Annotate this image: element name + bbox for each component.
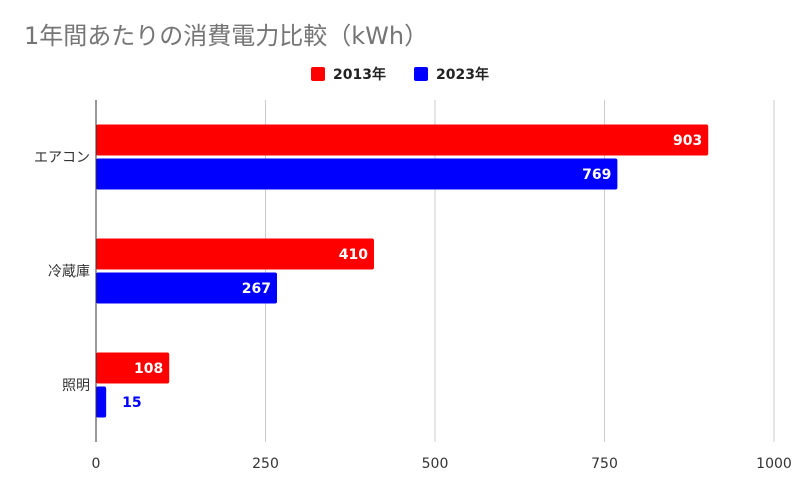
bar-0-1 (96, 238, 374, 270)
bar-1-2 (96, 386, 107, 418)
legend-label-2013: 2013年 (333, 67, 386, 83)
legend-label-2023: 2023年 (436, 67, 489, 83)
data-label-1-2: 15 (122, 395, 141, 411)
data-label-1-0: 769 (582, 167, 611, 183)
x-tick-label-1: 250 (252, 456, 279, 472)
x-tick-label-4: 1000 (756, 456, 792, 472)
data-label-0-0: 903 (673, 133, 702, 149)
chart-title: 1年間あたりの消費電力比較（kWh） (24, 22, 429, 50)
x-tick-label-3: 750 (591, 456, 618, 472)
bar-1-1 (96, 272, 278, 304)
bar-1-0 (96, 158, 618, 190)
x-tick-label-2: 500 (422, 456, 449, 472)
legend-item-2023: 2023年 (414, 64, 489, 84)
category-label-2: 照明 (62, 378, 90, 394)
legend-swatch-2023 (414, 67, 428, 81)
category-label-0: エアコン (34, 150, 90, 166)
data-label-0-2: 108 (134, 361, 163, 377)
legend-swatch-2013 (311, 67, 326, 81)
data-label-0-1: 410 (339, 247, 368, 263)
bar-0-0 (96, 124, 709, 156)
data-label-1-1: 267 (242, 281, 271, 297)
bar-0-2 (96, 352, 170, 384)
legend: 2013年 2023年 (0, 64, 800, 84)
legend-item-2013: 2013年 (311, 64, 386, 84)
category-label-1: 冷蔵庫 (48, 263, 90, 280)
x-tick-label-0: 0 (92, 456, 101, 472)
